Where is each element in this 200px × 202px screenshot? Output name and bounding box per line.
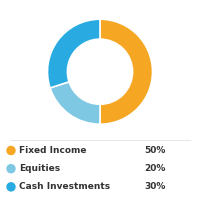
Text: 20%: 20% (144, 164, 165, 173)
Wedge shape (50, 82, 100, 124)
Text: Equities: Equities (19, 164, 60, 173)
Text: 30%: 30% (144, 182, 165, 191)
Wedge shape (100, 19, 153, 124)
Text: 50%: 50% (144, 146, 165, 155)
Wedge shape (47, 19, 100, 88)
Text: Fixed Income: Fixed Income (19, 146, 86, 155)
Text: Cash Investments: Cash Investments (19, 182, 110, 191)
